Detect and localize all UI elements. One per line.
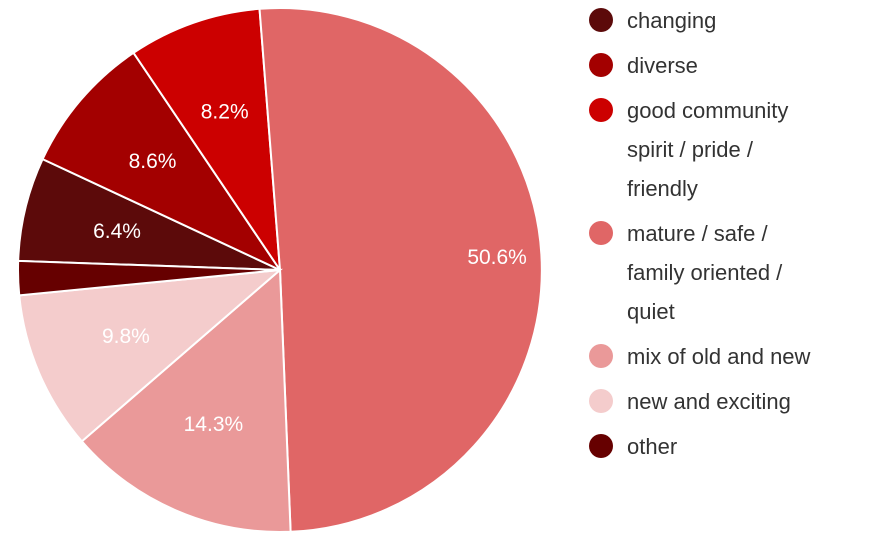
legend-label-4-line-0: mix of old and new — [627, 344, 811, 369]
pie-slice-5 — [18, 268, 284, 443]
legend-label-2-line-0: good community — [627, 98, 788, 123]
legend-swatch-3 — [589, 221, 613, 245]
legend-item-0: changing — [589, 8, 716, 33]
legend: changing diverse good community spirit / pr… — [589, 8, 811, 459]
slice-label-5: 9.8% — [102, 325, 150, 348]
legend-item-5: new and exciting — [589, 389, 791, 414]
legend-swatch-2 — [589, 98, 613, 122]
pie-slices — [17, 7, 543, 533]
pie-slice-3 — [258, 7, 543, 533]
legend-label-2-line-1: spirit / pride / — [627, 137, 754, 162]
pie-slice-4 — [80, 267, 292, 533]
legend-label-3-line-2: quiet — [627, 299, 675, 324]
legend-label-0-line-0: changing — [627, 8, 716, 33]
slice-label-0: 6.4% — [93, 220, 141, 243]
slice-label-4: 14.3% — [184, 413, 244, 436]
legend-label-3-line-0: mature / safe / — [627, 221, 769, 246]
legend-swatch-1 — [589, 53, 613, 77]
slice-label-2: 8.2% — [201, 101, 249, 124]
legend-label-2-line-2: friendly — [627, 176, 698, 201]
legend-swatch-5 — [589, 389, 613, 413]
slice-label-1: 8.6% — [129, 150, 177, 173]
legend-swatch-6 — [589, 434, 613, 458]
legend-label-3-line-1: family oriented / — [627, 260, 783, 285]
slice-label-3: 50.6% — [467, 246, 527, 269]
pie-slice-2 — [132, 7, 282, 274]
pie-slice-1 — [41, 51, 283, 273]
pie-slice-labels: 6.4% 8.6% 8.2% 50.6% 14.3% 9.8% — [93, 101, 527, 436]
legend-item-4: mix of old and new — [589, 344, 811, 369]
legend-item-3: mature / safe / family oriented / quiet — [589, 221, 783, 324]
legend-label-6-line-0: other — [627, 434, 677, 459]
pie-slice-6 — [17, 259, 281, 297]
legend-item-2: good community spirit / pride / friendly — [589, 98, 788, 201]
legend-item-6: other — [589, 434, 677, 459]
legend-label-1-line-0: diverse — [627, 53, 698, 78]
legend-swatch-0 — [589, 8, 613, 32]
legend-swatch-4 — [589, 344, 613, 368]
legend-label-5-line-0: new and exciting — [627, 389, 791, 414]
legend-item-1: diverse — [589, 53, 698, 78]
